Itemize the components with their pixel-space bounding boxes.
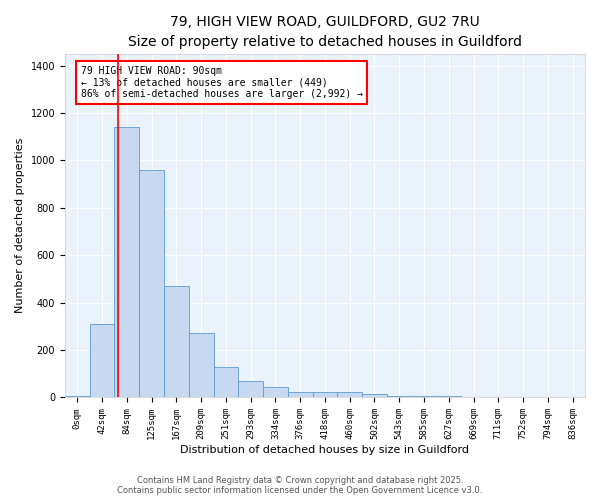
Bar — [337, 392, 362, 398]
Y-axis label: Number of detached properties: Number of detached properties — [15, 138, 25, 314]
Text: 79 HIGH VIEW ROAD: 90sqm
← 13% of detached houses are smaller (449)
86% of semi-: 79 HIGH VIEW ROAD: 90sqm ← 13% of detach… — [80, 66, 362, 99]
Bar — [313, 392, 337, 398]
X-axis label: Distribution of detached houses by size in Guildford: Distribution of detached houses by size … — [181, 445, 469, 455]
Bar — [115, 128, 139, 398]
Bar — [412, 396, 436, 398]
Bar — [65, 396, 89, 398]
Bar — [387, 396, 412, 398]
Bar — [362, 394, 387, 398]
Bar — [189, 334, 214, 398]
Bar — [214, 366, 238, 398]
Bar — [263, 387, 288, 398]
Bar — [139, 170, 164, 398]
Title: 79, HIGH VIEW ROAD, GUILDFORD, GU2 7RU
Size of property relative to detached hou: 79, HIGH VIEW ROAD, GUILDFORD, GU2 7RU S… — [128, 15, 522, 48]
Text: Contains HM Land Registry data © Crown copyright and database right 2025.
Contai: Contains HM Land Registry data © Crown c… — [118, 476, 482, 495]
Bar — [164, 286, 189, 398]
Bar — [89, 324, 115, 398]
Bar — [436, 396, 461, 398]
Bar — [288, 392, 313, 398]
Bar — [238, 381, 263, 398]
